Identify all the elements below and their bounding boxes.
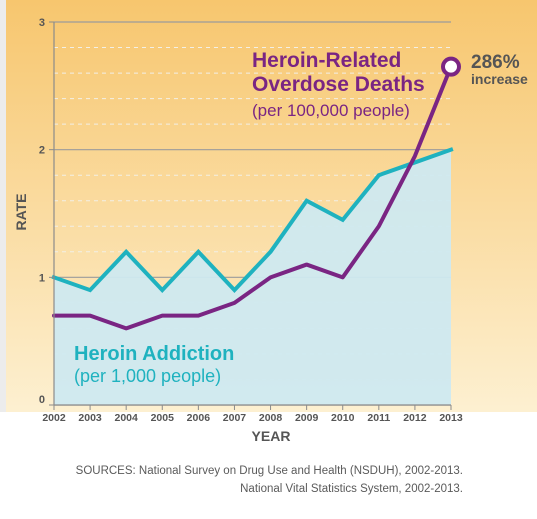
overdose-series-units: (per 100,000 people) (252, 101, 410, 120)
overdose-deaths-line (52, 64, 453, 331)
series-layer (51, 56, 461, 331)
x-tick-label: 2009 (295, 412, 319, 424)
x-tick-label: 2002 (42, 412, 66, 424)
heroin-addiction-title: Heroin Addiction (74, 343, 234, 365)
x-axis-title: YEAR (252, 428, 291, 444)
x-tick-label: 2003 (78, 412, 102, 424)
y-axis-title: RATE (13, 193, 29, 230)
heroin-addiction-units: (per 1,000 people) (74, 366, 221, 386)
x-tick-label: 2010 (331, 412, 355, 424)
overdose-series-title-line-1: Heroin-Related (252, 49, 401, 72)
x-tick-label: 2013 (439, 412, 463, 424)
y-tick-label: 3 (39, 17, 45, 29)
x-tick-label: 2011 (367, 412, 390, 424)
x-tick-label: 2012 (403, 412, 427, 424)
heroin-addiction-line (51, 147, 454, 294)
y-tick-label: 0 (39, 394, 45, 406)
x-tick-label: 2007 (223, 412, 247, 424)
source-line: National Vital Statistics System, 2002-2… (240, 483, 463, 495)
x-tick-label: 2004 (115, 412, 139, 424)
source-line: SOURCES: National Survey on Drug Use and… (75, 465, 463, 477)
overdose-endpoint-marker (441, 56, 461, 77)
sources-block: SOURCES: National Survey on Drug Use and… (0, 462, 463, 498)
area-layer (54, 149, 451, 405)
annotation-text: increase (471, 71, 528, 87)
x-tick-label: 2006 (187, 412, 211, 424)
x-tick-label: 2008 (259, 412, 283, 424)
x-tick-label: 2005 (151, 412, 175, 424)
left-edge-shade (0, 0, 6, 519)
y-tick-label: 1 (39, 272, 45, 284)
annotation-percent: 286% (471, 52, 520, 73)
y-tick-label: 2 (39, 145, 45, 157)
axes-layer: 2002 2003 2004 2005 2006 2007 2008 2009 2010 2011… (39, 17, 463, 424)
heroin-addiction-area (54, 149, 451, 405)
overdose-series-title-line-2: Overdose Deaths (252, 73, 425, 96)
footer-background (0, 412, 537, 519)
